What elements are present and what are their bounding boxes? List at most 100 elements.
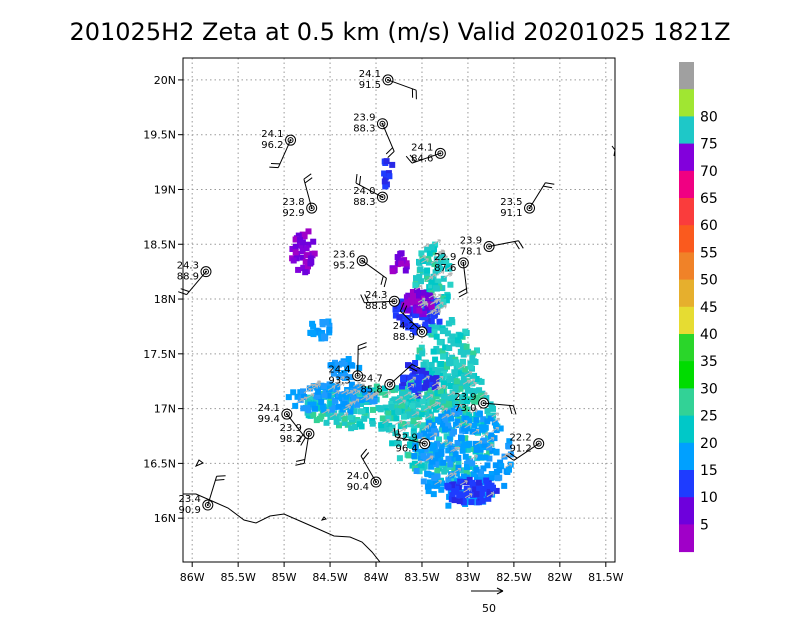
radar-cell (458, 398, 465, 405)
radar-cell (483, 474, 490, 480)
radar-cell (419, 350, 426, 357)
wind-vector (453, 468, 462, 473)
radar-cell (432, 269, 439, 276)
radar-cell (310, 401, 317, 408)
radar-cell (312, 405, 318, 412)
wind-vector (457, 364, 466, 370)
radar-cell (348, 391, 355, 397)
y-tick-label: 17N (154, 403, 176, 416)
radar-cell (389, 426, 396, 433)
radar-cell (338, 410, 345, 417)
radar-cell (481, 437, 488, 444)
observation: 23.490.9 (179, 475, 226, 516)
colorbar-segment (679, 89, 694, 117)
radar-cell (449, 354, 456, 361)
radar-cell (386, 422, 393, 429)
reference-vector-label: 50 (482, 602, 496, 615)
wind-barb-flag (458, 288, 467, 294)
radar-cell (386, 173, 393, 180)
radar-cell (480, 420, 487, 427)
wind-vector (306, 393, 315, 399)
radar-cell (313, 417, 320, 424)
radar-cell (446, 360, 452, 367)
wind-barb-flag (358, 342, 367, 347)
wind-vector (425, 414, 433, 420)
radar-cell (424, 483, 431, 490)
wind-vector (481, 432, 489, 438)
wind-vector (447, 391, 456, 397)
radar-cell (445, 439, 452, 446)
radar-cell (459, 394, 465, 401)
wind-vector (332, 390, 340, 396)
obs-pressure: 98.2 (280, 434, 302, 445)
wind-barb-flag (300, 437, 306, 446)
radar-cell (315, 388, 322, 395)
wind-vector (402, 421, 411, 427)
radar-cell (423, 370, 430, 377)
colorbar-segment (679, 361, 694, 389)
wind-vector (464, 493, 473, 499)
observation: 24.088.3 (353, 174, 388, 208)
radar-cell (470, 350, 477, 357)
radar-cell (412, 307, 419, 314)
wind-barb-flag (295, 459, 306, 462)
radar-cell (446, 436, 453, 443)
wind-barb (395, 436, 425, 445)
radar-cell (459, 443, 466, 450)
radar-cell (415, 354, 422, 361)
radar-cell (424, 275, 431, 282)
radar-cell (352, 424, 359, 430)
colorbar-label: 35 (700, 354, 718, 370)
x-tick-label: 85.5W (220, 571, 255, 584)
radar-cell (478, 475, 485, 482)
radar-cell (344, 361, 350, 368)
wind-barb-flag (509, 452, 518, 459)
radar-cell (445, 393, 452, 400)
obs-temperature: 24.1 (258, 403, 280, 414)
wind-vector (303, 388, 312, 394)
radar-cell (473, 491, 480, 497)
radar-cell (430, 402, 437, 409)
radar-cell (323, 419, 330, 426)
colorbar-label: 55 (700, 245, 718, 261)
radar-cell (472, 486, 479, 493)
wind-vector (492, 417, 501, 423)
radar-cell (405, 306, 412, 313)
station-ring (384, 76, 391, 83)
wind-vector (438, 385, 447, 390)
colorbar-segment (679, 116, 694, 145)
radar-cell (453, 359, 460, 366)
radar-cell (452, 422, 459, 428)
radar-cell (482, 454, 489, 461)
radar-cell (453, 378, 460, 385)
wind-vector (431, 381, 440, 387)
radar-cell (506, 466, 512, 473)
radar-cell (440, 295, 446, 302)
radar-cell (448, 472, 455, 479)
radar-cell (338, 394, 345, 401)
radar-cell (433, 375, 440, 382)
radar-cell (426, 453, 433, 460)
radar-cell (489, 447, 496, 454)
radar-cell (482, 424, 489, 431)
station-ring (202, 268, 209, 275)
radar-cell (414, 298, 421, 305)
radar-cell (447, 281, 454, 288)
obs-pressure: 91.1 (500, 208, 522, 219)
radar-cell (449, 449, 455, 456)
radar-cell (400, 380, 407, 386)
radar-cell (457, 478, 464, 485)
obs-pressure: 78.1 (460, 246, 482, 257)
radar-cell (451, 339, 457, 346)
wind-barb (286, 413, 306, 439)
radar-cell (488, 471, 495, 477)
radar-cell (487, 475, 494, 482)
x-tick-label: 83.5W (404, 571, 439, 584)
radar-cell (455, 459, 462, 465)
obs-pressure: 88.3 (353, 124, 375, 135)
radar-cell (439, 421, 446, 428)
obs-pressure: 87.6 (434, 263, 456, 274)
radar-cell (407, 441, 413, 448)
radar-cell (424, 267, 431, 274)
